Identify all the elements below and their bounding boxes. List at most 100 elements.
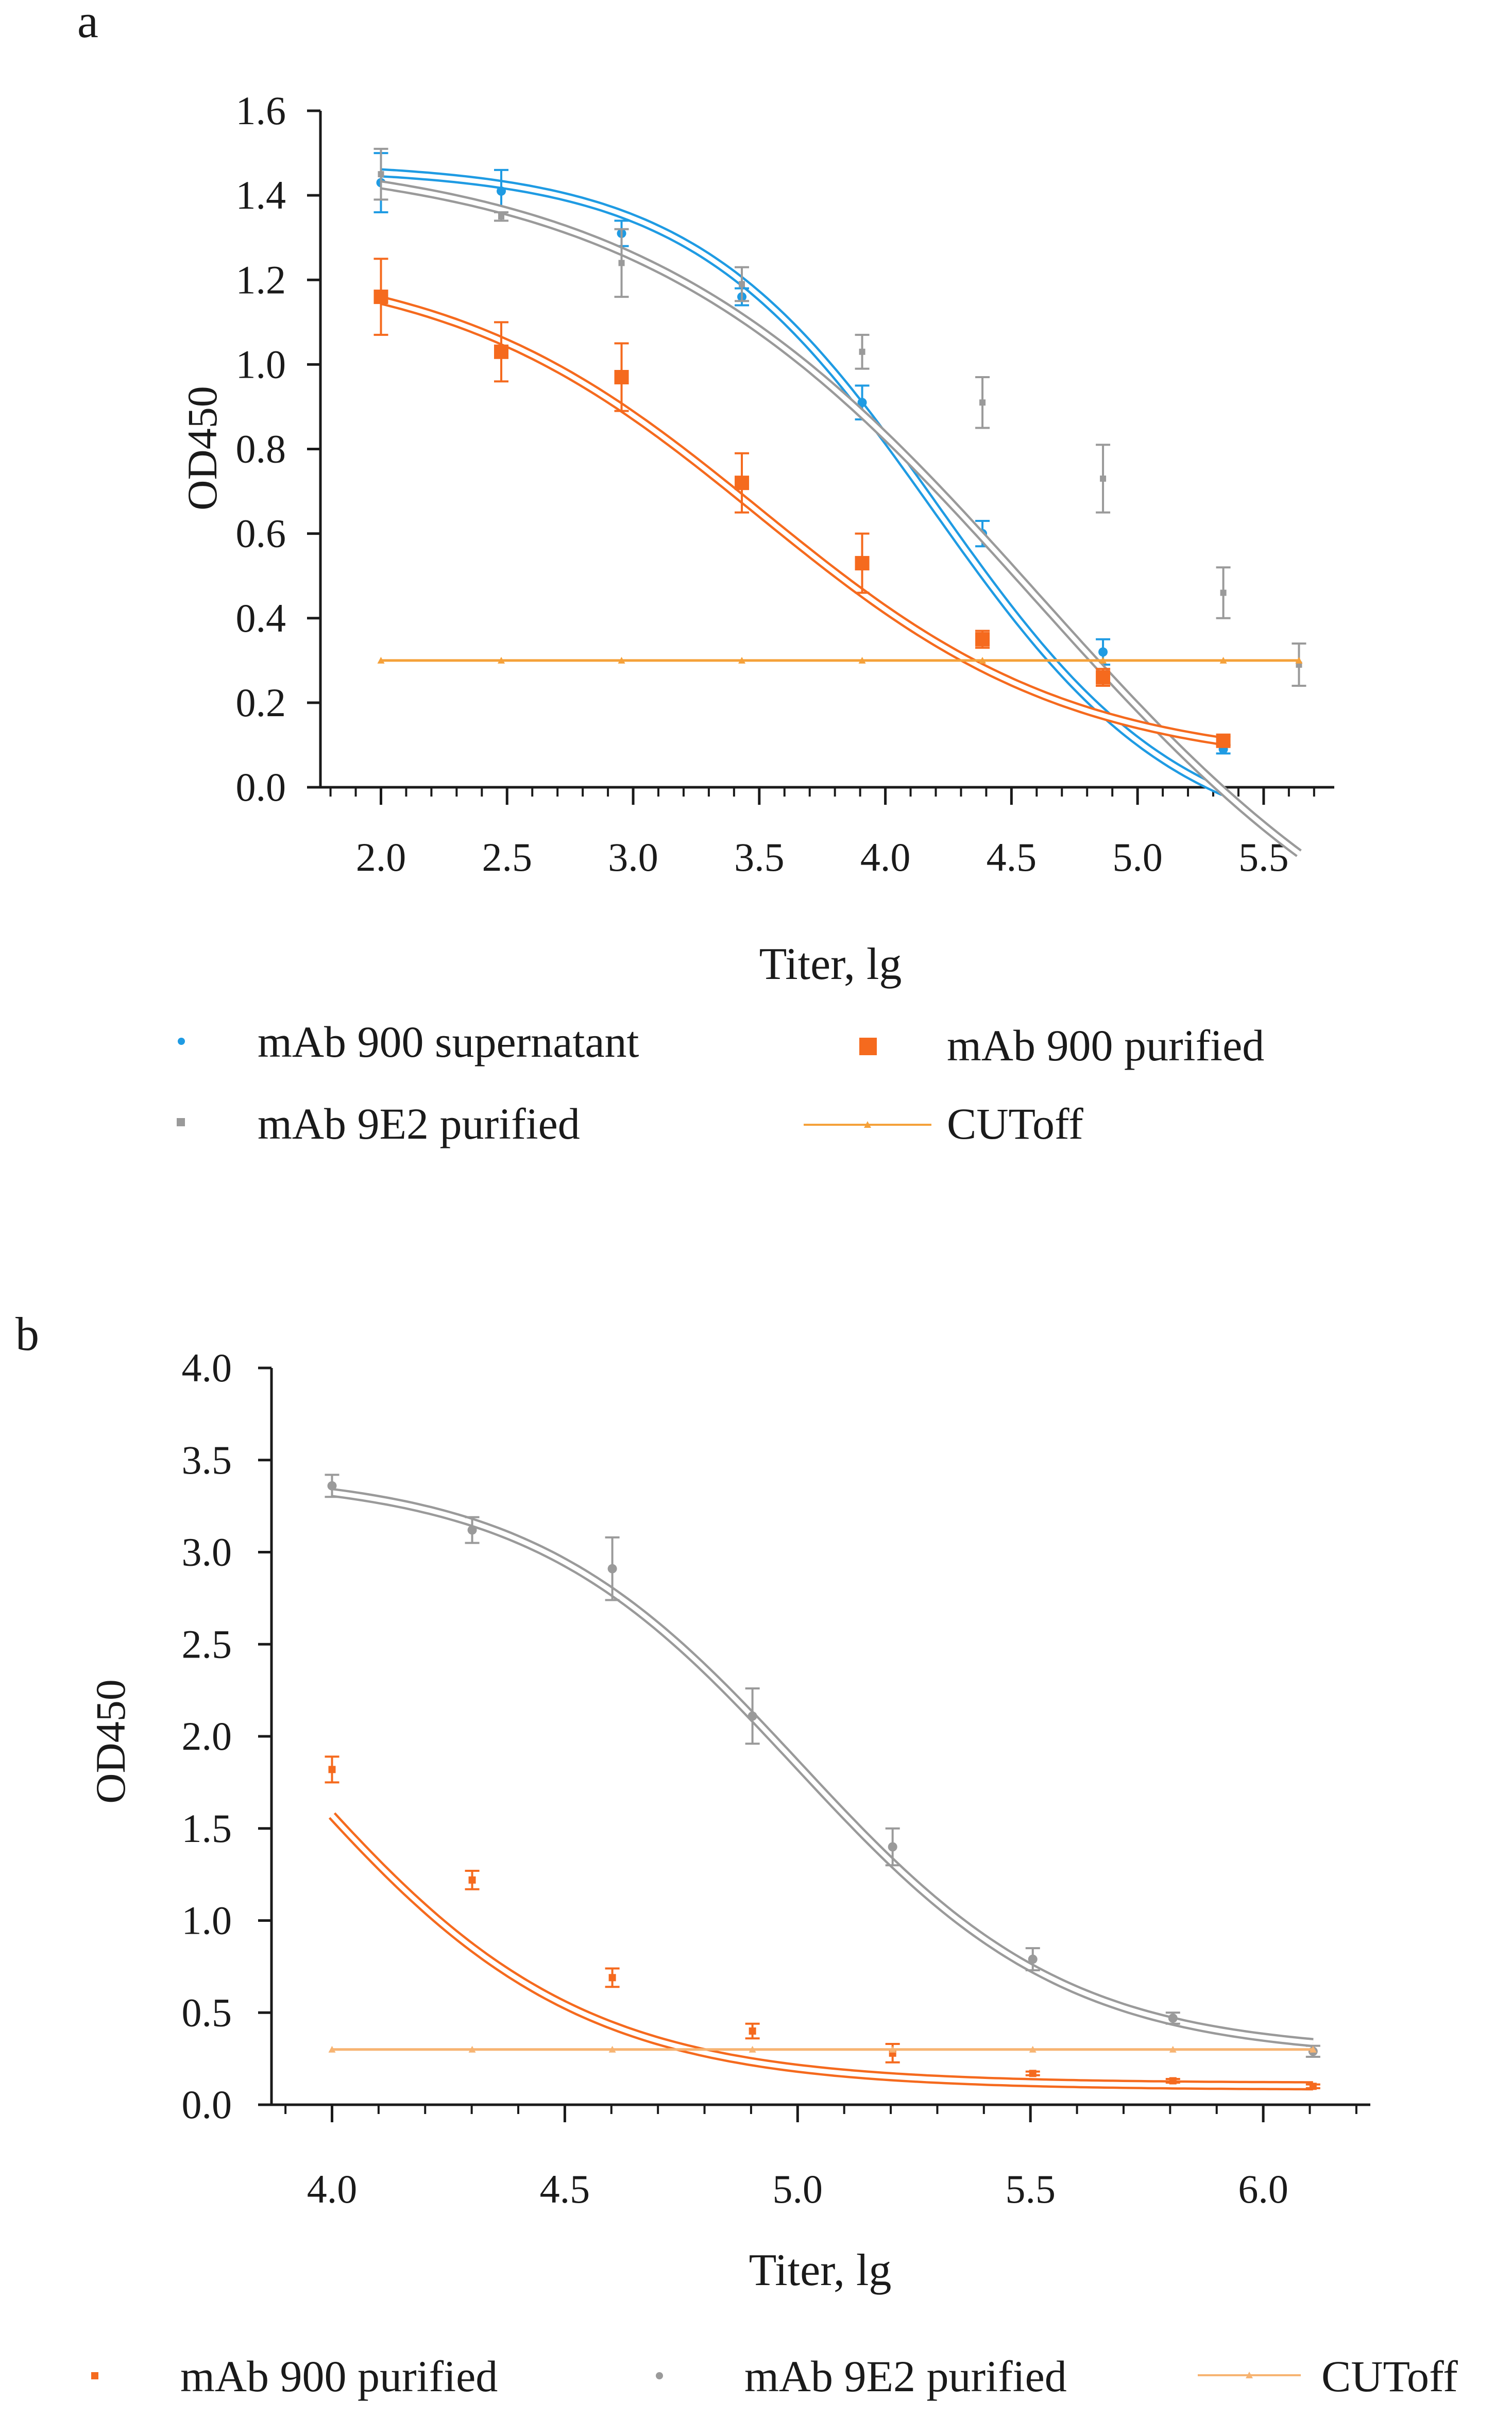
y-tick-label: 2.0 bbox=[182, 1714, 232, 1758]
data-point bbox=[373, 290, 388, 305]
data-point bbox=[979, 656, 987, 664]
y-tick-label: 1.4 bbox=[236, 173, 286, 217]
data-point bbox=[467, 1525, 477, 1535]
legend-label: mAb 900 purified bbox=[947, 1021, 1264, 1070]
series-cutoff bbox=[377, 656, 1303, 664]
y-tick-label: 1.2 bbox=[236, 257, 286, 302]
fit-curve-inner bbox=[331, 1490, 1314, 2045]
x-tick-label: 2.5 bbox=[482, 835, 533, 880]
legend-marker-triangle bbox=[1246, 2372, 1253, 2378]
panel-a-label: a bbox=[77, 0, 98, 47]
data-point bbox=[1100, 475, 1107, 482]
legend-label: CUToff bbox=[1321, 2352, 1458, 2401]
data-point bbox=[497, 186, 506, 196]
data-point bbox=[1029, 2070, 1037, 2077]
legend-item-mab900-purified: mAb 900 purified bbox=[91, 2352, 498, 2401]
data-point bbox=[607, 1564, 617, 1574]
panel-a-xlabel: Titer, lg bbox=[759, 939, 902, 989]
legend-label: mAb 9E2 purified bbox=[258, 1099, 580, 1148]
data-point bbox=[1220, 589, 1227, 596]
data-point bbox=[1168, 2013, 1178, 2023]
data-point bbox=[494, 344, 509, 359]
data-point bbox=[749, 2027, 756, 2035]
data-point bbox=[738, 656, 746, 664]
fit-curve-inner bbox=[330, 1814, 1313, 2088]
data-point bbox=[735, 476, 750, 491]
y-tick-label: 0.6 bbox=[236, 511, 286, 556]
fit-curve bbox=[380, 168, 1226, 796]
data-point bbox=[1096, 670, 1111, 685]
y-tick-label: 0.2 bbox=[236, 680, 286, 725]
data-point bbox=[888, 1842, 897, 1852]
series-mab-9e2-purified bbox=[373, 147, 1306, 857]
x-tick-label: 5.5 bbox=[1005, 2167, 1056, 2211]
fit-curve bbox=[331, 1487, 1314, 2048]
data-point bbox=[1169, 2045, 1177, 2053]
series-mab-9e2-purified bbox=[325, 1474, 1320, 2058]
legend-marker-orange-square bbox=[859, 1038, 877, 1055]
panel-a-ylabel: OD450 bbox=[179, 386, 226, 510]
data-point bbox=[747, 1711, 757, 1721]
data-point bbox=[1295, 656, 1303, 664]
panel-b-label: b bbox=[15, 1308, 39, 1360]
legend-marker-triangle bbox=[864, 1121, 871, 1128]
data-point bbox=[749, 2045, 756, 2053]
y-tick-label: 0.0 bbox=[182, 2082, 232, 2127]
data-point bbox=[378, 171, 384, 178]
data-point bbox=[1216, 733, 1231, 748]
legend-marker-gray-dot bbox=[656, 2372, 663, 2379]
panel-a: a 0.0 0.2 0.4 0.6 0.8 1.0 1.2 1.4 1.6 2.0 2.5 3.0 3.… bbox=[77, 0, 1334, 1148]
data-point bbox=[614, 369, 629, 384]
legend-item-mab9e2-purified: mAb 9E2 purified bbox=[656, 2352, 1067, 2401]
data-point bbox=[498, 213, 505, 220]
data-point bbox=[608, 1974, 616, 1982]
data-point bbox=[1219, 656, 1227, 664]
x-tick-label: 5.0 bbox=[773, 2167, 823, 2211]
panel-b-plot-area bbox=[325, 1474, 1320, 2091]
legend-marker-blue-dot bbox=[178, 1038, 185, 1045]
data-point bbox=[889, 2045, 896, 2053]
x-tick-label: 2.0 bbox=[356, 835, 406, 880]
data-point bbox=[618, 656, 625, 664]
x-tick-label: 4.0 bbox=[860, 835, 911, 880]
legend-label: mAb 900 purified bbox=[180, 2352, 498, 2401]
series-mab-900-purified bbox=[325, 1755, 1320, 2091]
legend-item-cutoff: CUToff bbox=[1198, 2352, 1458, 2401]
legend-item-mab9e2-purified: mAb 9E2 purified bbox=[177, 1099, 580, 1148]
data-point bbox=[1309, 2045, 1317, 2053]
y-tick-label: 0.5 bbox=[182, 1990, 232, 2035]
data-point bbox=[468, 1876, 476, 1884]
data-point bbox=[1309, 2083, 1317, 2090]
panel-b-xlabel: Titer, lg bbox=[749, 2245, 892, 2295]
data-point bbox=[498, 656, 505, 664]
legend-label: CUToff bbox=[947, 1099, 1083, 1148]
data-point bbox=[618, 260, 625, 266]
data-point bbox=[855, 556, 870, 571]
data-point bbox=[975, 632, 990, 647]
fit-curve-inner bbox=[380, 182, 1301, 855]
y-tick-label: 2.5 bbox=[182, 1621, 232, 1666]
legend-label: mAb 900 supernatant bbox=[258, 1017, 639, 1067]
x-tick-label: 3.0 bbox=[608, 835, 658, 880]
data-point bbox=[328, 2045, 336, 2053]
x-tick-label: 5.0 bbox=[1112, 835, 1163, 880]
data-point bbox=[859, 348, 865, 355]
data-point bbox=[858, 656, 866, 664]
data-point bbox=[1099, 656, 1107, 664]
y-tick-label: 0.4 bbox=[236, 596, 286, 640]
panel-a-legend: mAb 900 supernatant mAb 9E2 purified mAb… bbox=[177, 1017, 1264, 1148]
fit-curve-inner bbox=[381, 171, 1225, 794]
legend-marker-orange-square bbox=[91, 2372, 98, 2379]
panel-b: b 0.0 0.5 1.0 1.5 2.0 2.5 3.0 3.5 4.0 4.0 4.5 5.0 5.… bbox=[15, 1308, 1458, 2401]
legend-item-mab900-supernatant: mAb 900 supernatant bbox=[178, 1017, 639, 1067]
data-point bbox=[327, 1481, 337, 1491]
legend-label: mAb 9E2 purified bbox=[744, 2352, 1067, 2401]
data-point bbox=[377, 656, 385, 664]
panel-b-axes: 0.0 0.5 1.0 1.5 2.0 2.5 3.0 3.5 4.0 4.0 4.5 5.0 5.5 6… bbox=[182, 1345, 1370, 2211]
y-tick-label: 3.5 bbox=[182, 1438, 232, 1482]
data-point bbox=[979, 399, 986, 406]
y-tick-label: 1.0 bbox=[182, 1898, 232, 1943]
x-tick-label: 4.5 bbox=[540, 2167, 590, 2211]
x-tick-label: 3.5 bbox=[734, 835, 785, 880]
